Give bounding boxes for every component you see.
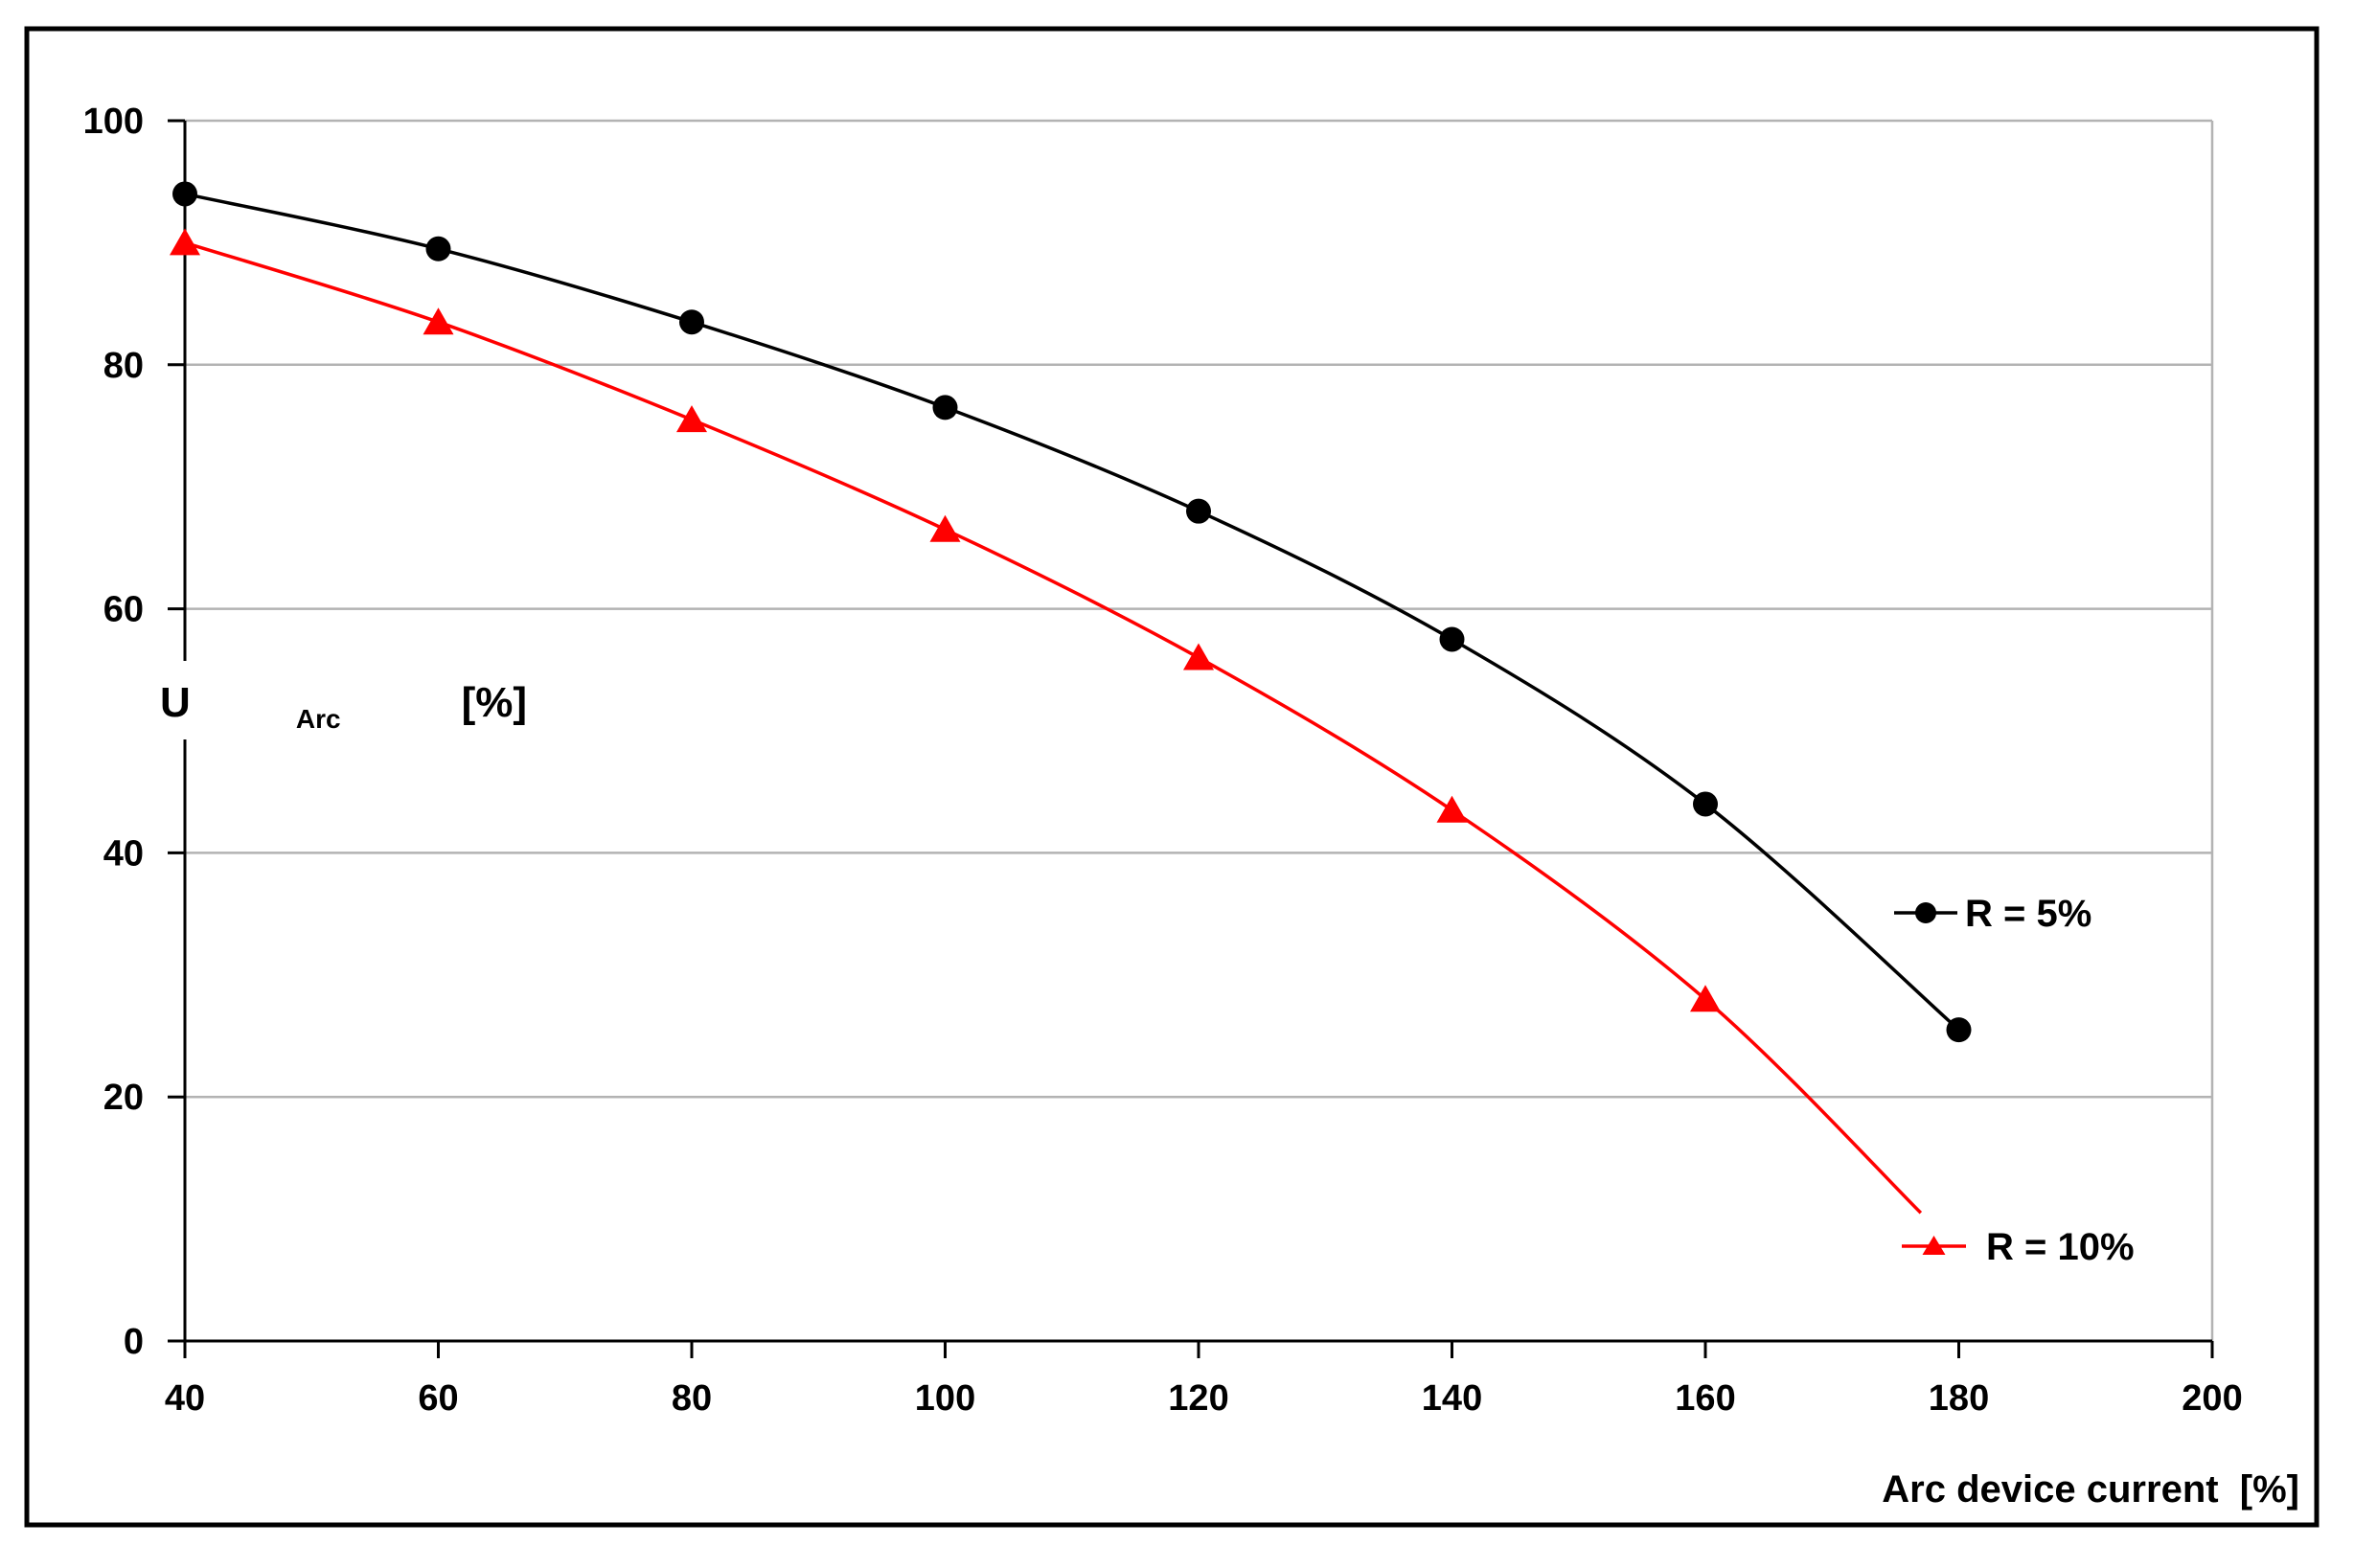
y-tick-label-80: 80: [103, 346, 144, 386]
series-r-5-marker-120: [1186, 498, 1211, 524]
y-tick-label-100: 100: [83, 102, 144, 142]
x-tick-label-40: 40: [165, 1378, 205, 1419]
series-r-10-line: [184, 240, 1923, 1215]
legend-r-5-label: R = 5%: [1965, 893, 2091, 935]
y-tick-label-0: 0: [124, 1322, 144, 1362]
series-r-10-marker-80: [676, 405, 707, 433]
y-tick-label-20: 20: [103, 1078, 144, 1118]
series-r-10-marker-140: [1436, 795, 1468, 823]
y-axis-title: U Arc [%]: [48, 661, 609, 739]
legend-item-r-10: R = 10%: [1902, 1226, 2135, 1268]
y-tick-label-60: 60: [103, 590, 144, 630]
series-r-5-marker-100: [932, 395, 958, 420]
y-axis-title-background: [48, 661, 236, 739]
series-r-5-marker-180: [1946, 1017, 1972, 1043]
series-r-10-marker-100: [929, 514, 961, 542]
series-r-10-marker-160: [1690, 985, 1721, 1012]
y-axis-unit: [%]: [462, 679, 527, 726]
svg-text:U Arc [%]: U Arc [%]: [55, 679, 609, 738]
series-r-5-line: [184, 192, 1960, 1032]
x-tick-label-120: 120: [1168, 1378, 1228, 1419]
y-tick-label-40: 40: [103, 833, 144, 874]
x-tick-label-200: 200: [2182, 1378, 2242, 1419]
series-r-10-marker-40: [170, 228, 200, 256]
legend: R = 5% R = 10%: [1894, 893, 2135, 1268]
legend-r-5-marker-icon: [1915, 902, 1936, 923]
series-r-5-marker-60: [425, 236, 451, 261]
x-tick-label-160: 160: [1675, 1378, 1735, 1419]
legend-r-10-marker-icon: [1922, 1236, 1946, 1255]
series-r-10-marker-60: [423, 307, 454, 335]
x-tick-label-140: 140: [1422, 1378, 1482, 1419]
series-r-10-marker-120: [1183, 643, 1214, 670]
y-axis-subscript: Arc: [296, 704, 341, 734]
x-tick-label-100: 100: [915, 1378, 975, 1419]
x-tick-label-80: 80: [672, 1378, 712, 1419]
figure-border: [24, 26, 2320, 1528]
x-axis-title: Arc device current [%]: [1882, 1468, 2299, 1511]
series-r-5-marker-40: [172, 181, 197, 207]
series-r-5-marker-160: [1693, 791, 1718, 817]
x-tick-label-180: 180: [1929, 1378, 1989, 1419]
series-r-5-marker-140: [1439, 626, 1465, 652]
x-tick-label-60: 60: [418, 1378, 458, 1419]
y-axis-symbol: U: [160, 679, 191, 726]
legend-item-r-5: R = 5%: [1894, 893, 2091, 935]
legend-r-10-label: R = 10%: [1986, 1226, 2135, 1268]
series-r-5-marker-80: [679, 309, 704, 335]
